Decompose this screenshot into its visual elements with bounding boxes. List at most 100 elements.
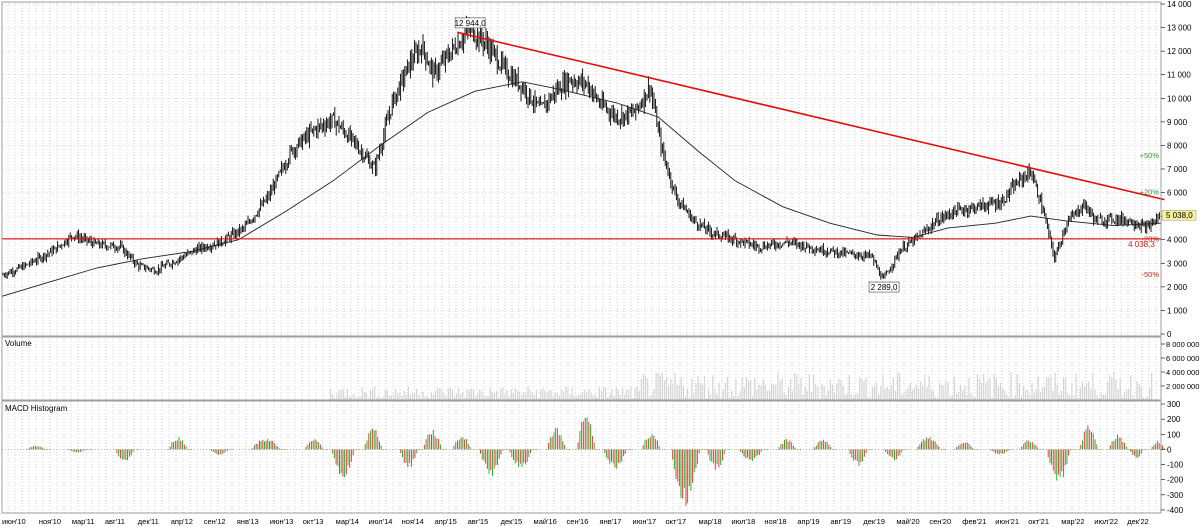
macd-histogram-bar [1078, 449, 1080, 450]
macd-histogram-bar [698, 449, 700, 454]
volume-bar [1138, 384, 1140, 400]
volume-bar [605, 386, 607, 400]
macd-histogram-bar [516, 449, 518, 462]
volume-bar [617, 389, 619, 400]
macd-histogram-bar [303, 449, 305, 450]
volume-bar [1025, 390, 1027, 400]
macd-histogram-bar [359, 449, 361, 450]
volume-bar [726, 376, 729, 400]
macd-histogram-bar [190, 449, 192, 450]
volume-bar [978, 378, 981, 400]
macd-histogram-bar [1068, 449, 1070, 456]
volume-bar [1107, 382, 1109, 400]
macd-histogram-bar [831, 449, 833, 450]
macd-histogram-bar [312, 440, 314, 450]
volume-axis-tick-label: 4 000 000 [1166, 368, 1199, 377]
volume-bar [867, 397, 869, 400]
macd-histogram-bar [972, 447, 974, 450]
volume-bar [1090, 388, 1092, 400]
macd-histogram-bar [1153, 445, 1155, 450]
volume-bar [806, 391, 808, 400]
macd-histogram-bar [902, 449, 904, 450]
macd-histogram-bar [262, 439, 264, 450]
macd-histogram-bar [255, 443, 257, 450]
macd-histogram-bar [533, 449, 535, 450]
x-axis-tick-label: ноя'14 [402, 517, 424, 526]
price-axis-tick-label: 3 000 [1167, 259, 1188, 268]
macd-histogram-bar [957, 445, 959, 450]
volume-panel: Volume [5, 339, 1153, 400]
macd-histogram-bar [727, 449, 729, 450]
macd-histogram-bar [407, 449, 409, 467]
macd-histogram-bar [69, 449, 71, 451]
macd-histogram-bar [926, 437, 928, 450]
macd-histogram-bar [919, 444, 921, 450]
price-annotation-label: 12 944,0 [455, 19, 487, 28]
macd-histogram-bar [1002, 449, 1004, 454]
volume-bar [540, 390, 542, 400]
price-annotation-box [454, 17, 486, 29]
volume-bar [1067, 393, 1069, 400]
x-axis-tick-label: июн'21 [995, 517, 1019, 526]
macd-histogram-bar [88, 449, 90, 450]
macd-histogram-bar [1165, 449, 1167, 450]
volume-bar [960, 384, 962, 400]
volume-bar [697, 375, 699, 400]
macd-histogram-bar [422, 449, 424, 450]
macd-histogram-bar [1116, 434, 1118, 450]
macd-histogram-bar [1059, 449, 1061, 477]
volume-bar [815, 383, 817, 400]
macd-histogram-bar [453, 445, 455, 450]
volume-bar [708, 390, 710, 400]
volume-bar [359, 396, 361, 400]
volume-bar [456, 393, 458, 400]
macd-histogram-bar [895, 449, 897, 460]
macd-histogram-bar [309, 442, 311, 450]
volume-bar [344, 396, 346, 400]
macd-histogram-bar [398, 449, 400, 450]
macd-histogram-bar [429, 434, 431, 450]
x-axis-tick-label: мар'22 [1061, 517, 1084, 526]
volume-bar [365, 392, 367, 400]
volume-bar [733, 395, 735, 400]
volume-bar [951, 394, 953, 400]
macd-histogram-bar [464, 439, 466, 450]
macd-histogram-bar [127, 449, 129, 461]
volume-bar [846, 393, 848, 400]
macd-histogram-bar [651, 434, 653, 450]
volume-bar [817, 386, 819, 400]
macd-histogram-bar [796, 449, 798, 450]
macd-histogram-bar [27, 448, 29, 450]
x-axis-tick-label: ноя'10 [39, 517, 61, 526]
volume-bar [941, 384, 943, 400]
current-price-marker [1161, 209, 1197, 221]
macd-histogram-bar [1115, 439, 1117, 450]
volume-bar [972, 396, 974, 400]
x-axis-tick-label: авг'19 [830, 517, 851, 526]
volume-bar [1121, 396, 1123, 400]
macd-histogram-bar [664, 449, 666, 450]
volume-bar [395, 388, 397, 400]
volume-bar [561, 389, 563, 400]
macd-histogram-bar [377, 436, 379, 450]
volume-bar [857, 393, 859, 400]
macd-histogram-bar [1056, 449, 1058, 481]
volume-bar [676, 384, 678, 400]
macd-histogram-bar [119, 449, 121, 459]
macd-histogram-bar [33, 446, 35, 450]
macd-histogram-bar [409, 449, 411, 463]
volume-bar [397, 393, 399, 400]
macd-histogram-bar [794, 447, 796, 450]
macd-histogram-bar [956, 447, 958, 450]
volume-bar [926, 386, 928, 400]
macd-histogram-bar [817, 442, 819, 450]
x-axis-tick-label: окт'21 [1028, 517, 1049, 526]
volume-bar [1119, 378, 1121, 400]
macd-histogram-bar [569, 449, 571, 450]
volume-bar [361, 387, 363, 400]
macd-histogram-bar [225, 449, 227, 452]
volume-bar [600, 390, 603, 400]
volume-bar [907, 387, 909, 400]
macd-histogram-bar [462, 437, 464, 450]
macd-histogram-bar [631, 449, 633, 450]
